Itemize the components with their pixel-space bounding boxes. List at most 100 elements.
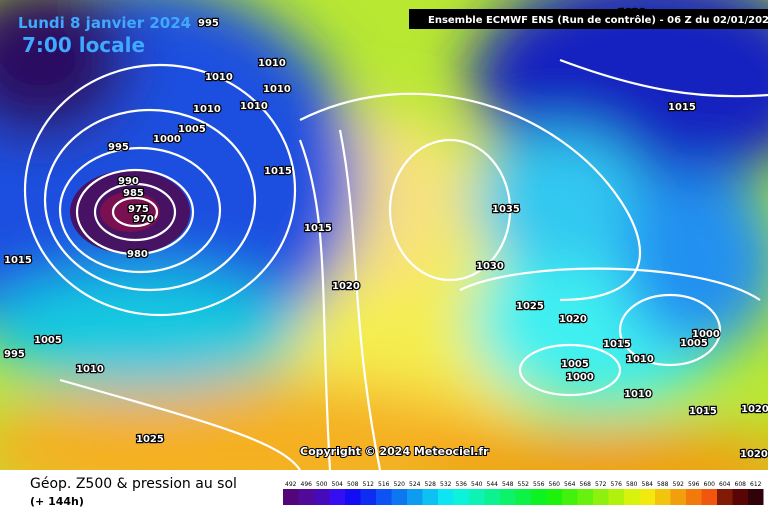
isobar-label: 1000 (153, 134, 181, 145)
legend-subtitle: (+ 144h) (30, 495, 84, 508)
isobar-label: 1015 (689, 406, 717, 417)
isobar-label: 975 (128, 204, 149, 215)
isobar-label: 1020 (559, 314, 587, 325)
scale-swatch (298, 489, 314, 505)
scale-swatch (469, 489, 485, 505)
scale-swatch (484, 489, 500, 505)
scale-swatch (593, 489, 609, 505)
scale-swatch (531, 489, 547, 505)
isobar-label: 1010 (76, 364, 104, 375)
scale-swatch (686, 489, 702, 505)
scale-swatch (717, 489, 733, 505)
isobar-label: 1010 (258, 58, 286, 69)
isobar-label: 990 (118, 176, 139, 187)
isobar-label: 1020 (741, 404, 768, 415)
isobar-label: 1005 (561, 359, 589, 370)
scale-label: 504 (332, 481, 344, 488)
isobar-label: 1010 (624, 389, 652, 400)
scale-swatch (732, 489, 748, 505)
isobars (23, 58, 768, 470)
isobar-label: 1010 (263, 84, 291, 95)
scale-swatch (407, 489, 423, 505)
scale-label: 608 (735, 481, 747, 488)
isobar-label: 1035 (492, 204, 520, 215)
scale-label: 560 (549, 481, 561, 488)
scale-swatch (329, 489, 345, 505)
color-scale: 492 496 500 504 508 512 516 520 524 528 532 536 540 5… (283, 481, 764, 505)
isobar-label: 1005 (178, 124, 206, 135)
scale-label: 516 (378, 481, 390, 488)
scale-label: 556 (533, 481, 545, 488)
isobar-label: 1000 (692, 329, 720, 340)
isobar-label: 1025 (136, 434, 164, 445)
isobar-label: 980 (127, 249, 148, 260)
scale-label: 496 (301, 481, 313, 488)
scale-label: 584 (642, 481, 654, 488)
scale-label: 552 (518, 481, 530, 488)
scale-swatch (608, 489, 624, 505)
scale-swatch (345, 489, 361, 505)
isobar-label: 1015 (304, 223, 332, 234)
scale-label: 500 (316, 481, 328, 488)
isobar-label: 995 (108, 142, 129, 153)
isobar-label: 1010 (626, 354, 654, 365)
run-info: Ensemble ECMWF ENS (Run de contrôle) - 0… (428, 14, 768, 26)
isobar-label: 985 (123, 188, 144, 199)
copyright: Copyright © 2024 Meteociel.fr (300, 445, 489, 458)
scale-swatch (391, 489, 407, 505)
legend-title: Géop. Z500 & pression au sol (30, 476, 237, 492)
scale-swatch (624, 489, 640, 505)
isobar-label: 1015 (4, 255, 32, 266)
scale-label: 492 (285, 481, 297, 488)
scale-label: 572 (595, 481, 607, 488)
isobar-label: 1015 (264, 166, 292, 177)
scale-swatch (670, 489, 686, 505)
scale-label: 524 (409, 481, 421, 488)
scale-label: 580 (626, 481, 638, 488)
isobar-label: 1020 (332, 281, 360, 292)
scale-label: 612 (750, 481, 762, 488)
scale-label: 528 (425, 481, 437, 488)
scale-swatch (500, 489, 516, 505)
scale-swatch (422, 489, 438, 505)
isobar-label: 1020 (740, 449, 768, 460)
isobar-label: 1030 (476, 261, 504, 272)
isobar-label: 1010 (205, 72, 233, 83)
scale-label: 540 (471, 481, 483, 488)
isobar-label: 1010 (240, 101, 268, 112)
scale-swatch (701, 489, 717, 505)
scale-swatch (748, 489, 764, 505)
scale-label: 536 (456, 481, 468, 488)
isobar-label: 1015 (668, 102, 696, 113)
scale-label: 600 (704, 481, 716, 488)
scale-label: 592 (673, 481, 685, 488)
scale-label: 544 (487, 481, 499, 488)
hour: 7:00 locale (22, 33, 145, 57)
scale-label: 588 (657, 481, 669, 488)
scale-swatch (562, 489, 578, 505)
scale-swatch (546, 489, 562, 505)
scale-swatch (438, 489, 454, 505)
scale-label: 520 (394, 481, 406, 488)
isobar-label: 970 (133, 214, 154, 225)
scale-swatch (577, 489, 593, 505)
scale-label: 548 (502, 481, 514, 488)
scale-label: 604 (719, 481, 731, 488)
isobar-label: 1005 (680, 338, 708, 349)
scale-label: 512 (363, 481, 375, 488)
isobar-label: 1015 (603, 339, 631, 350)
scale-label: 532 (440, 481, 452, 488)
scale-label: 568 (580, 481, 592, 488)
isobar-label: 995 (198, 18, 219, 29)
scale-swatch (314, 489, 330, 505)
scale-label: 576 (611, 481, 623, 488)
scale-label: 564 (564, 481, 576, 488)
isobar-label: 1005 (34, 335, 62, 346)
isobar-label: 1010 (193, 104, 221, 115)
date: Lundi 8 janvier 2024 (18, 14, 191, 32)
scale-swatch (376, 489, 392, 505)
scale-swatch (360, 489, 376, 505)
